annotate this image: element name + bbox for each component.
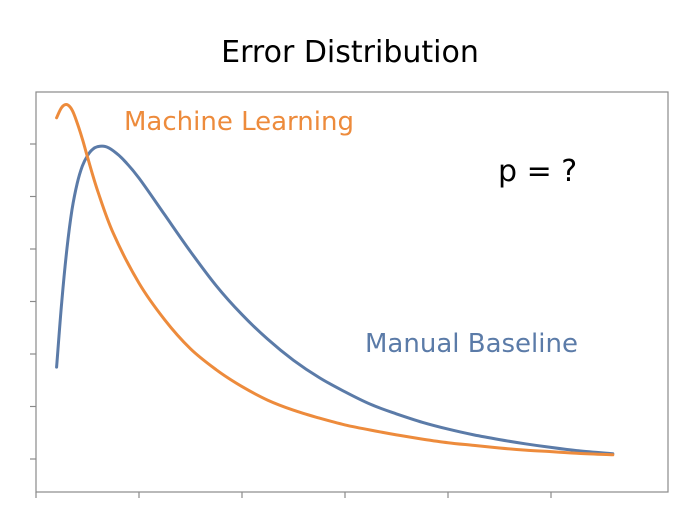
y-axis-ticks bbox=[30, 143, 36, 460]
x-axis-ticks bbox=[35, 492, 552, 498]
series-line-machine-learning bbox=[55, 103, 615, 457]
chart-title: Error Distribution bbox=[221, 35, 479, 70]
series-label-manual-baseline: Manual Baseline bbox=[365, 329, 578, 359]
series-lines bbox=[55, 103, 615, 457]
series-line-manual-baseline bbox=[55, 144, 615, 456]
p-value-annotation: p = ? bbox=[498, 154, 577, 189]
plot-frame bbox=[35, 91, 669, 493]
series-label-machine-learning: Machine Learning bbox=[124, 107, 354, 137]
